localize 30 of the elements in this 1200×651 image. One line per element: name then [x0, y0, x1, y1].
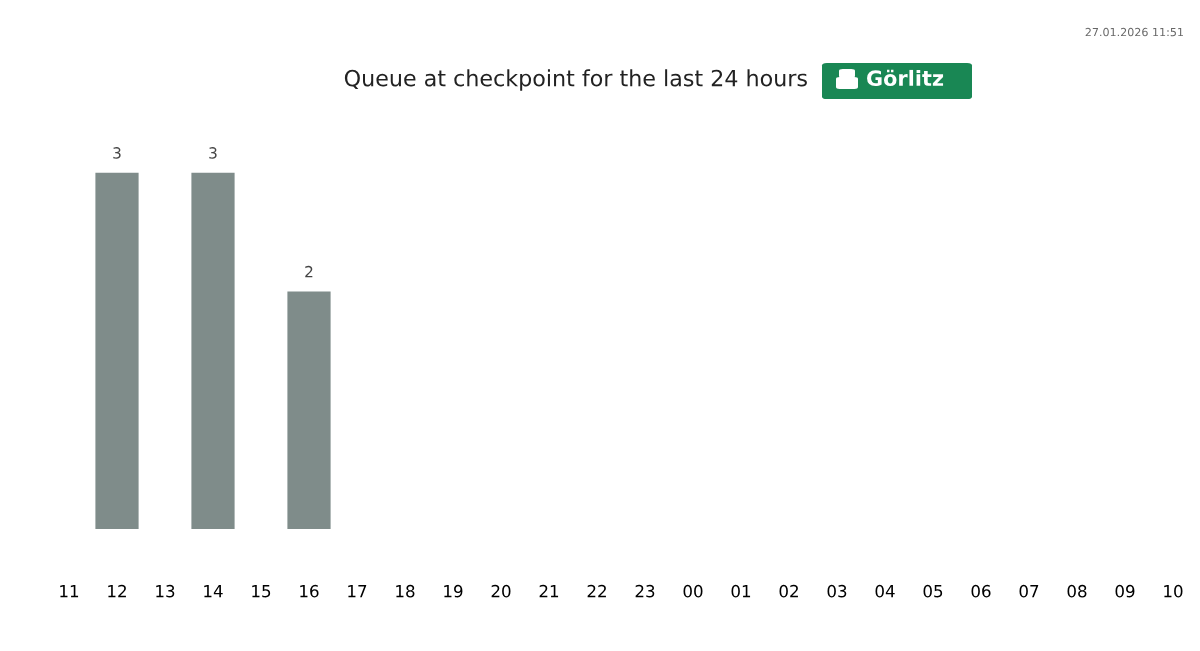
x-tick-label: 03	[827, 584, 847, 598]
x-tick-label: 02	[779, 584, 798, 598]
x-tick-label: 06	[971, 584, 991, 598]
data-label: 3	[113, 147, 121, 159]
x-tick-label: 23	[635, 584, 655, 598]
x-tick-label: 13	[156, 584, 175, 598]
x-tick-label: 20	[491, 584, 511, 598]
x-tick-label: 08	[1067, 584, 1087, 598]
x-tick-label: 11	[60, 585, 79, 598]
x-tick-label: 17	[348, 585, 367, 598]
x-tick-label: 22	[587, 584, 606, 598]
x-tick-label: 05	[923, 584, 943, 598]
x-tick-label: 12	[108, 584, 126, 598]
x-tick-label: 07	[1019, 584, 1039, 598]
x-tick-label: 04	[875, 584, 895, 598]
x-tick-label: 14	[204, 585, 223, 598]
x-tick-label: 21	[539, 584, 559, 598]
x-tick-label: 10	[1164, 584, 1183, 598]
data-label: 2	[305, 265, 313, 278]
x-tick-label: 15	[252, 585, 271, 598]
chart-subtitle: Görlitz	[867, 69, 944, 87]
x-tick-label: 19	[444, 584, 463, 598]
x-tick-label: 09	[1115, 584, 1135, 598]
x-tick-label: 16	[300, 584, 319, 598]
x-tick-label: 00	[683, 584, 703, 598]
text: 27.01.2026 11:51	[1085, 27, 1183, 37]
data-label: 3	[209, 147, 217, 159]
x-tick-label: 01	[731, 584, 751, 598]
x-tick-label: 18	[396, 584, 415, 598]
chart-title: Queue at checkpoint for the last 24 hours	[344, 69, 807, 91]
